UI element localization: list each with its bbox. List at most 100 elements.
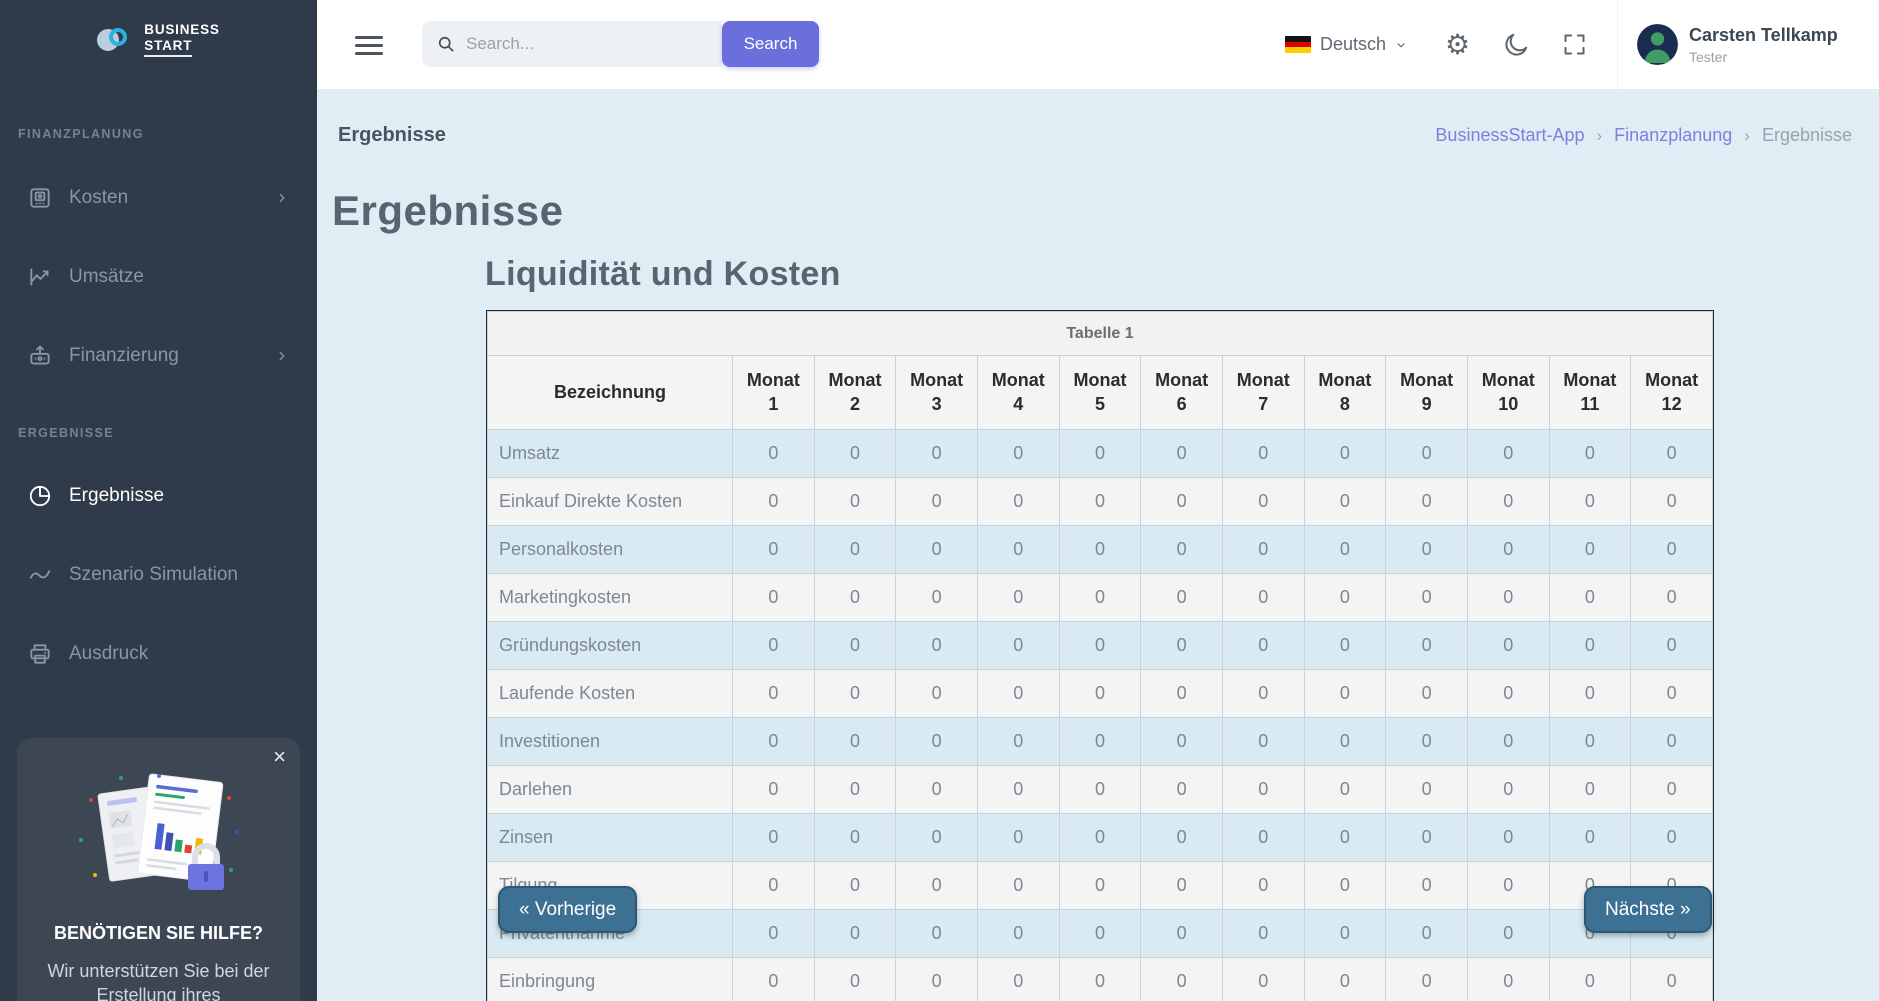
- table-cell: 0: [895, 525, 978, 574]
- brand-logo-icon: [97, 27, 135, 52]
- language-selector[interactable]: Deutsch: [1285, 0, 1407, 89]
- table-cell: 0: [1630, 477, 1713, 526]
- row-label: Zinsen: [487, 813, 733, 862]
- page-title: Ergebnisse: [338, 124, 446, 146]
- table-cell: 0: [813, 717, 897, 766]
- help-card: ×: [17, 738, 300, 1001]
- table-cell: 0: [1140, 429, 1223, 478]
- table-cell: 0: [1385, 717, 1468, 766]
- table-cell: 0: [732, 477, 815, 526]
- table-cell: 0: [976, 717, 1060, 766]
- search-button[interactable]: Search: [722, 21, 819, 67]
- sidebar-item-finanzierung[interactable]: Finanzierung: [0, 339, 317, 373]
- table-cell: 0: [1385, 669, 1468, 718]
- german-flag-icon: [1285, 36, 1311, 53]
- table-cell: 0: [1466, 717, 1550, 766]
- table-row: Personalkosten 0 0 0 0 0 0 0 0 0 0 0 0: [487, 525, 1713, 574]
- table-cell: 0: [1466, 429, 1550, 478]
- table-cell: 0: [1303, 717, 1387, 766]
- sidebar-item-label: Finanzierung: [69, 345, 179, 366]
- table-cell: 0: [1385, 861, 1468, 910]
- topbar-divider: [1617, 0, 1618, 89]
- chevron-right-icon: [275, 191, 289, 205]
- sidebar-item-kosten[interactable]: Kosten: [0, 181, 317, 215]
- breadcrumb-link-finanzplanung[interactable]: Finanzplanung: [1614, 125, 1733, 145]
- table-cell: 0: [1221, 717, 1305, 766]
- search-icon: [438, 36, 454, 52]
- search-box: [422, 21, 722, 67]
- table-cell: 0: [1385, 813, 1468, 862]
- search-input[interactable]: [466, 21, 716, 67]
- column-header-monat-10: Monat 10: [1466, 355, 1550, 430]
- line-chart-icon: [27, 264, 53, 290]
- table-cell: 0: [1058, 765, 1142, 814]
- row-label: Gründungskosten: [487, 621, 733, 670]
- table-cell: 0: [1140, 765, 1223, 814]
- row-label: Einbringung: [487, 957, 733, 1001]
- table-cell: 0: [976, 429, 1060, 478]
- help-card-title: BENÖTIGEN SIE HILFE?: [53, 923, 263, 943]
- close-icon[interactable]: ×: [273, 744, 286, 769]
- table-cell: 0: [813, 957, 897, 1001]
- table-cell: 0: [1385, 621, 1468, 670]
- column-header-monat-3: Monat 3: [895, 355, 978, 430]
- user-menu[interactable]: Carsten Tellkamp Tester: [1637, 0, 1838, 89]
- table-cell: 0: [976, 525, 1060, 574]
- sidebar-item-ergebnisse[interactable]: Ergebnisse: [0, 479, 317, 513]
- settings-icon[interactable]: ⚙: [1445, 29, 1471, 60]
- table-cell: 0: [732, 957, 815, 1001]
- table-cell: 0: [895, 477, 978, 526]
- breadcrumb-separator: ›: [1596, 125, 1603, 145]
- table-cell: 0: [895, 957, 978, 1001]
- table-cell: 0: [1466, 765, 1550, 814]
- help-illustration: [78, 773, 239, 890]
- column-header-bezeichnung: Bezeichnung: [487, 355, 733, 430]
- table-cell: 0: [732, 717, 815, 766]
- table-cell: 0: [976, 861, 1060, 910]
- table-cell: 0: [1058, 477, 1142, 526]
- column-header-monat-11: Monat 11: [1548, 355, 1632, 430]
- row-label: Umsatz: [487, 429, 733, 478]
- table-row: Gründungskosten 0 0 0 0 0 0 0 0 0 0 0 0: [487, 621, 1713, 670]
- table-cell: 0: [1140, 717, 1223, 766]
- table-cell: 0: [813, 813, 897, 862]
- table-row: Privatentnahme 0 0 0 0 0 0 0 0 0 0 0 0: [487, 909, 1713, 958]
- table-cell: 0: [1385, 429, 1468, 478]
- results-table: Tabelle 1 Bezeichnung Monat 1 Monat 2 Monat 3 Mo…: [486, 310, 1714, 1001]
- table-row: Laufende Kosten 0 0 0 0 0 0 0 0 0 0 0 0: [487, 669, 1713, 718]
- table-cell: 0: [1385, 765, 1468, 814]
- row-label: Einkauf Direkte Kosten: [487, 477, 733, 526]
- table-cell: 0: [732, 621, 815, 670]
- next-page-button[interactable]: Nächste »: [1584, 886, 1712, 933]
- column-header-monat-2: Monat 2: [813, 355, 897, 430]
- fullscreen-icon[interactable]: [1561, 0, 1588, 89]
- table-cell: 0: [976, 909, 1060, 958]
- deposit-icon: [27, 343, 53, 369]
- table-cell: 0: [1221, 765, 1305, 814]
- dark-mode-icon[interactable]: [1503, 0, 1530, 89]
- sidebar-item-ausdruck[interactable]: Ausdruck: [0, 637, 317, 671]
- table-cell: 0: [1303, 573, 1387, 622]
- breadcrumb-link-app[interactable]: BusinessStart-App: [1435, 125, 1585, 145]
- menu-icon[interactable]: [355, 36, 383, 56]
- table-cell: 0: [1385, 573, 1468, 622]
- table-cell: 0: [1140, 573, 1223, 622]
- row-label: Marketingkosten: [487, 573, 733, 622]
- table-cell: 0: [1140, 861, 1223, 910]
- column-header-monat-8: Monat 8: [1303, 355, 1387, 430]
- table-cell: 0: [1058, 717, 1142, 766]
- table-cell: 0: [976, 669, 1060, 718]
- table-cell: 0: [813, 765, 897, 814]
- main-content: Ergebnisse BusinessStart-App › Finanzpla…: [317, 89, 1879, 1001]
- table-cell: 0: [976, 621, 1060, 670]
- sidebar-item-szenario-simulation[interactable]: Szenario Simulation: [0, 558, 317, 592]
- table-cell: 0: [1221, 861, 1305, 910]
- previous-page-button[interactable]: « Vorherige: [498, 886, 638, 933]
- table-header-row: Bezeichnung Monat 1 Monat 2 Monat 3 Monat 4 Monat…: [487, 355, 1713, 430]
- table-row: Umsatz 0 0 0 0 0 0 0 0 0 0 0 0: [487, 429, 1713, 478]
- row-label: Laufende Kosten: [487, 669, 733, 718]
- sidebar-item-umsaetze[interactable]: Umsätze: [0, 260, 317, 294]
- column-header-monat-12: Monat 12: [1630, 355, 1713, 430]
- table-cell: 0: [1058, 429, 1142, 478]
- table-cell: 0: [1303, 813, 1387, 862]
